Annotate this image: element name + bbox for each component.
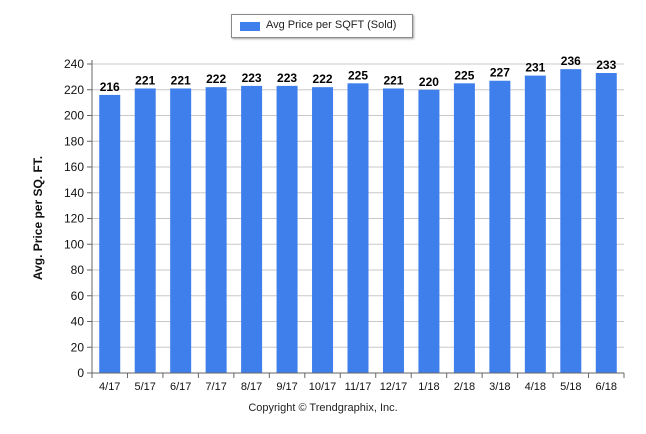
x-tick-label: 7/17 <box>205 381 226 393</box>
data-label: 222 <box>313 72 333 86</box>
bar <box>170 88 192 374</box>
bar <box>524 75 546 374</box>
bar <box>241 85 263 373</box>
data-label: 233 <box>596 58 616 72</box>
data-label: 231 <box>525 61 545 75</box>
data-labels: 216 221 221 222 223 223 222 225 221 220 225 227 231 2… <box>100 54 617 94</box>
y-tick-label: 80 <box>71 263 85 277</box>
y-tick-label: 20 <box>71 340 85 354</box>
bar <box>347 83 369 373</box>
x-tick-label: 5/17 <box>134 381 155 393</box>
y-tick-label: 100 <box>64 237 84 251</box>
data-label: 236 <box>561 54 581 68</box>
x-tick-label: 5/18 <box>560 381 581 393</box>
bar <box>560 69 582 374</box>
bar <box>99 94 121 374</box>
y-tick-label: 120 <box>64 212 84 226</box>
bar <box>205 87 227 374</box>
data-label: 223 <box>277 71 297 85</box>
y-tick-label: 0 <box>77 366 84 380</box>
bar <box>418 89 440 373</box>
legend-label: Avg Price per SQFT (Sold) <box>266 19 397 31</box>
y-tick-label: 200 <box>64 109 84 123</box>
bar <box>382 88 404 374</box>
x-tick-label: 2/18 <box>454 381 475 393</box>
data-label: 220 <box>419 75 439 89</box>
data-label: 225 <box>454 68 474 82</box>
bar <box>276 85 298 373</box>
bars <box>99 69 617 374</box>
y-tick-label: 180 <box>64 134 84 148</box>
y-tick-label: 160 <box>64 160 84 174</box>
x-tick-label: 9/17 <box>276 381 297 393</box>
y-tick-label: 240 <box>64 57 84 71</box>
y-tick-label: 220 <box>64 83 84 97</box>
bar <box>134 88 156 374</box>
data-label: 222 <box>206 72 226 86</box>
x-tick-label: 8/17 <box>241 381 262 393</box>
data-label: 216 <box>100 80 120 94</box>
y-tick-label: 140 <box>64 186 84 200</box>
data-label: 221 <box>383 73 403 87</box>
bar <box>312 87 334 374</box>
copyright-text: Copyright © Trendgraphix, Inc. <box>248 402 398 414</box>
data-label: 227 <box>490 66 510 80</box>
x-tick-label: 4/18 <box>525 381 546 393</box>
y-tick-label: 60 <box>71 289 85 303</box>
x-tick-label: 6/18 <box>596 381 617 393</box>
axes: 0 20 40 60 80 100 120 140 160 180 200 220 240 4/17 5/1… <box>64 57 625 393</box>
x-tick-label: 3/18 <box>489 381 510 393</box>
data-label: 221 <box>171 73 191 87</box>
legend: Avg Price per SQFT (Sold) <box>231 14 413 38</box>
data-label: 221 <box>135 73 155 87</box>
bar <box>453 83 475 373</box>
x-tick-label: 4/17 <box>99 381 120 393</box>
x-tick-label: 10/17 <box>309 381 337 393</box>
x-tick-label: 1/18 <box>418 381 439 393</box>
legend-swatch <box>240 22 260 31</box>
data-label: 223 <box>242 71 262 85</box>
x-tick-label: 11/17 <box>345 381 372 393</box>
bar <box>489 80 511 374</box>
x-tick-label: 12/17 <box>380 381 408 393</box>
x-tick-label: 6/17 <box>170 381 191 393</box>
y-tick-label: 40 <box>71 315 85 329</box>
data-label: 225 <box>348 68 368 82</box>
bar <box>595 73 617 373</box>
